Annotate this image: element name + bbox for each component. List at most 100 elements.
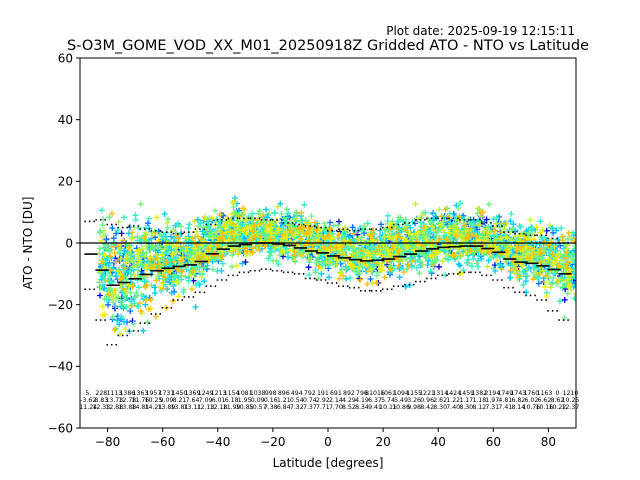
bin-count-label: 1731 [159, 390, 175, 397]
bin-mean-label: 1.95 [238, 397, 252, 404]
bin-count-label: 1760 [524, 390, 540, 397]
bin-count-label: 1382 [471, 390, 487, 397]
bin-mean-label: 10.25 [562, 397, 580, 404]
y-axis-ticks: −60 −40 −20 0 20 40 60 [48, 51, 80, 435]
bin-mean-label: 8.21 [173, 397, 187, 404]
bin-sd-label: 8.52 [342, 404, 356, 411]
bin-annotation-labels: 5. 228 11131386136319571731145013691249121… [79, 390, 579, 411]
bin-count-label: 792 [304, 390, 316, 397]
bin-count-label: 1363 [133, 390, 149, 397]
bin-sd-label: 7.41 [498, 404, 512, 411]
bin-count-label: 1749 [497, 390, 513, 397]
bin-sd-label: 13.88 [119, 404, 137, 411]
bin-count-label: 1424 [445, 390, 461, 397]
bin-count-label: 191 [317, 390, 329, 397]
x-tick-label: −60 [150, 435, 175, 449]
x-tick-label: −40 [205, 435, 230, 449]
bin-sd-label: 7.31 [485, 404, 499, 411]
bin-sd-label: 7.71 [316, 404, 330, 411]
bin-mean-label: 2.92 [316, 397, 330, 404]
bin-mean-label: 4.19 [355, 397, 369, 404]
bin-mean-label: 1.18 [472, 397, 486, 404]
bin-sd-label: 9.98 [407, 404, 421, 411]
y-tick-label: −60 [48, 421, 73, 435]
bin-mean-label: 6.02 [524, 397, 538, 404]
bin-mean-label: 6.01 [212, 397, 226, 404]
bin-count-label: 1221 [419, 390, 435, 397]
bin-sd-label: 11.99 [223, 404, 241, 411]
bin-count-label: 892 [343, 390, 355, 397]
y-tick-label: 20 [58, 175, 73, 189]
bin-count-label: 1081 [237, 390, 253, 397]
bin-count-label: 1369 [185, 390, 201, 397]
bin-mean-label: 5.74 [381, 397, 395, 404]
bin-sd-label: 14.21 [145, 404, 163, 411]
x-tick-label: −20 [260, 435, 285, 449]
bin-sd-label: 10.16 [536, 404, 554, 411]
bin-mean-label: 10.25 [145, 397, 163, 404]
bin-count-label: 1210 [563, 390, 579, 397]
bin-mean-label: -3.62 [80, 397, 96, 404]
plot-date: Plot date: 2025-09-19 12:15:11 [386, 24, 575, 38]
x-tick-label: −80 [95, 435, 120, 449]
x-tick-label: 60 [486, 435, 501, 449]
bin-mean-label: 4.29 [342, 397, 356, 404]
bin-mean-label: 9.09 [160, 397, 174, 404]
bin-mean-label: 1.97 [485, 397, 499, 404]
bin-sd-label: 7.70 [329, 404, 343, 411]
bin-sd-label: 12.37 [562, 404, 580, 411]
bin-sd-label: 10.76 [523, 404, 541, 411]
scatter-points [96, 195, 576, 337]
bin-count-label: 1314 [432, 390, 448, 397]
bin-mean-label: 6.62 [538, 397, 552, 404]
bin-mean-label: 1.21 [277, 397, 291, 404]
y-tick-label: 60 [58, 51, 73, 65]
y-tick-label: −20 [48, 298, 73, 312]
bin-sd-label: 6.84 [277, 404, 291, 411]
bin-sd-label: 8.30 [433, 404, 447, 411]
y-tick-label: 40 [58, 113, 73, 127]
bin-mean-label: 7.09 [199, 397, 213, 404]
bin-sd-label: 8.42 [420, 404, 434, 411]
bin-sd-label: 10.85 [236, 404, 254, 411]
bin-sd-label: 13.11 [184, 404, 202, 411]
bin-count-label: 0 [555, 390, 559, 397]
bin-mean-label: 2.62 [433, 397, 447, 404]
bin-mean-label: 11.76 [132, 397, 150, 404]
bin-count-label: 1154 [224, 390, 240, 397]
bin-count-label: 796 [356, 390, 368, 397]
bin-sd-label: 14.81 [132, 404, 150, 411]
bin-mean-label: 0.16 [264, 397, 278, 404]
bin-sd-label: 10.57 [249, 404, 267, 411]
y-tick-label: 0 [65, 236, 73, 250]
bin-mean-label: 0.96 [420, 397, 434, 404]
bin-mean-label: 6.18 [225, 397, 239, 404]
bin-sd-label: 7.37 [303, 404, 317, 411]
x-axis-label: Latitude [degrees] [273, 456, 384, 470]
bin-count-label: 1038 [250, 390, 266, 397]
bin-sd-label: 12.33 [92, 404, 110, 411]
bin-count-label: 1743 [510, 390, 526, 397]
bin-sd-label: 9.41 [368, 404, 382, 411]
bin-count-label: 1163 [537, 390, 553, 397]
bin-count-label: 1061 [380, 390, 396, 397]
bin-sd-label: 7.32 [290, 404, 304, 411]
bin-mean-label: 6.37 [368, 397, 382, 404]
bin-count-label: 998 [265, 390, 277, 397]
x-tick-label: 0 [324, 435, 332, 449]
bin-sd-label: 10.22 [549, 404, 567, 411]
bin-count-label: 1155 [406, 390, 422, 397]
bin-mean-label: 6.82 [511, 397, 525, 404]
x-tick-label: 40 [431, 435, 446, 449]
bin-sd-label: 13.81 [171, 404, 189, 411]
bin-sd-label: 10.11 [379, 404, 397, 411]
bin-sd-label: 8.30 [459, 404, 473, 411]
bin-mean-label: 5.49 [394, 397, 408, 404]
bin-mean-label: 4.81 [498, 397, 512, 404]
bin-mean-label: 13.73 [105, 397, 123, 404]
bin-mean-label: 7.64 [186, 397, 200, 404]
bin-mean-label: 8.62 [551, 397, 565, 404]
bin-statistics [84, 217, 572, 346]
bin-sd-label: 12.18 [210, 404, 228, 411]
bin-mean-label: 12.78 [119, 397, 137, 404]
